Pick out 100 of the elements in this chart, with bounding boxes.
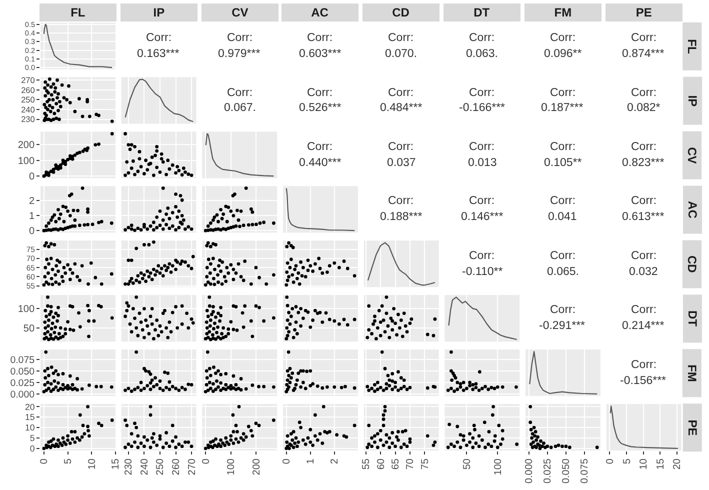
x-tick-label: 240 — [139, 458, 150, 476]
x-tick-label: 0 — [282, 458, 293, 464]
y-tick-label: 20 — [24, 402, 35, 412]
text: AC — [311, 6, 329, 20]
y2-axis-title: PE — [685, 420, 700, 436]
y-tick-label: 1 — [28, 211, 35, 222]
text: Corr: — [469, 250, 495, 262]
text: 0.032 — [629, 266, 658, 278]
text: Corr: — [227, 32, 253, 44]
x-tick-label: 230 — [124, 458, 135, 476]
y-tick-label: 100 — [18, 156, 35, 167]
x-tick-label: 0.000 — [524, 458, 536, 484]
text: 0.105** — [544, 157, 582, 169]
text: 0.613*** — [622, 211, 665, 223]
text: Corr: — [388, 32, 414, 44]
x-tick-label: 55 — [361, 458, 372, 470]
text: 0.041 — [548, 211, 577, 223]
text: 0.187*** — [541, 102, 584, 114]
y-tick-label: 270 — [21, 76, 36, 86]
x-tick-label: 0 — [39, 458, 50, 464]
y-tick-label: 0 — [30, 444, 35, 454]
x-tick-label: 100 — [492, 458, 504, 476]
text: -0.291*** — [539, 320, 586, 332]
x-tick-label: 0 — [200, 458, 212, 464]
text: 0.070. — [385, 48, 417, 60]
text: Corr: — [550, 141, 576, 153]
x-tick-label: 60 — [376, 458, 387, 470]
y-tick-label: 260 — [21, 86, 36, 95]
text: 0.065. — [547, 266, 579, 278]
text: Corr: — [469, 195, 495, 207]
text: 0.188*** — [380, 211, 423, 223]
text: Corr: — [469, 141, 495, 153]
y-tick-label: 100 — [18, 304, 35, 316]
text: Corr: — [631, 359, 657, 371]
y-tick-label: 0.050 — [10, 366, 36, 378]
y-tick-label: 0 — [28, 172, 35, 183]
text: Corr: — [550, 250, 576, 262]
x-tick-label: 100 — [226, 458, 238, 476]
text: 0.214*** — [622, 320, 665, 332]
text: Corr: — [550, 87, 576, 99]
text: 0.484*** — [380, 102, 423, 114]
x-tick-label: 15 — [110, 458, 122, 470]
text: CV — [685, 147, 700, 164]
x-tick-label: 10 — [638, 458, 650, 470]
x-tick-label: 1 — [306, 458, 317, 464]
x-tick-label: 260 — [171, 458, 182, 476]
text: Corr: — [550, 195, 576, 207]
text: IP — [686, 95, 700, 107]
text: Corr: — [550, 32, 576, 44]
text: 0.526*** — [299, 102, 342, 114]
y-tick-label: 0.000 — [10, 389, 36, 400]
text: Corr: — [388, 87, 414, 99]
x-tick-label: 0 — [604, 458, 616, 464]
text: FM — [554, 6, 572, 20]
text: 0.096** — [544, 48, 582, 60]
x-tick-label: 200 — [251, 458, 262, 476]
y-tick-label: 230 — [21, 115, 36, 124]
text: 0.063. — [466, 48, 498, 60]
x-tick-label: 2 — [330, 458, 341, 464]
x-tick-label: 5 — [622, 458, 633, 464]
text: 0.146*** — [461, 211, 504, 223]
x-tick-label: 75 — [420, 458, 431, 470]
text: -0.156*** — [620, 375, 667, 387]
x-tick-label: 15 — [655, 458, 666, 470]
text: Corr: — [469, 87, 495, 99]
text: 0.440*** — [299, 157, 342, 169]
text: Corr: — [631, 304, 657, 316]
text: DT — [685, 310, 700, 328]
x-tick-label: 270 — [186, 458, 198, 476]
x-tick-label: 0.075 — [580, 458, 591, 484]
y-tick-label: 0.025 — [10, 378, 35, 389]
text: CD — [684, 255, 699, 274]
text: PE — [636, 6, 652, 20]
x-tick-label: 5 — [63, 458, 74, 464]
text: Corr: — [307, 141, 333, 153]
y-tick-label: 50 — [23, 323, 35, 334]
text: Corr: — [307, 87, 333, 99]
text: Corr: — [227, 87, 253, 99]
x-tick-label: 20 — [672, 458, 684, 470]
text: 0.823*** — [622, 157, 665, 169]
text: Corr: — [550, 304, 576, 316]
x-tick-label: 65 — [390, 458, 402, 470]
y-tick-label: 0 — [28, 226, 35, 238]
y-tick-label: 5 — [30, 433, 35, 444]
text: 0.603*** — [299, 48, 342, 60]
text: 0.163*** — [137, 48, 180, 60]
text: CV — [232, 6, 248, 20]
y-tick-label: 15 — [24, 412, 35, 422]
text: IP — [153, 6, 165, 20]
x-tick-label: 250 — [155, 458, 166, 476]
text: -0.110** — [462, 266, 504, 278]
text: Corr: — [631, 141, 657, 153]
text: FL — [685, 39, 700, 54]
text: 0.874*** — [622, 48, 665, 60]
y-tick-label: 200 — [18, 140, 35, 152]
text: CD — [392, 6, 410, 20]
text: 0.067. — [224, 102, 256, 114]
text: Corr: — [388, 141, 414, 153]
y-tick-label: 2 — [28, 196, 35, 208]
text: Corr: — [631, 250, 657, 262]
